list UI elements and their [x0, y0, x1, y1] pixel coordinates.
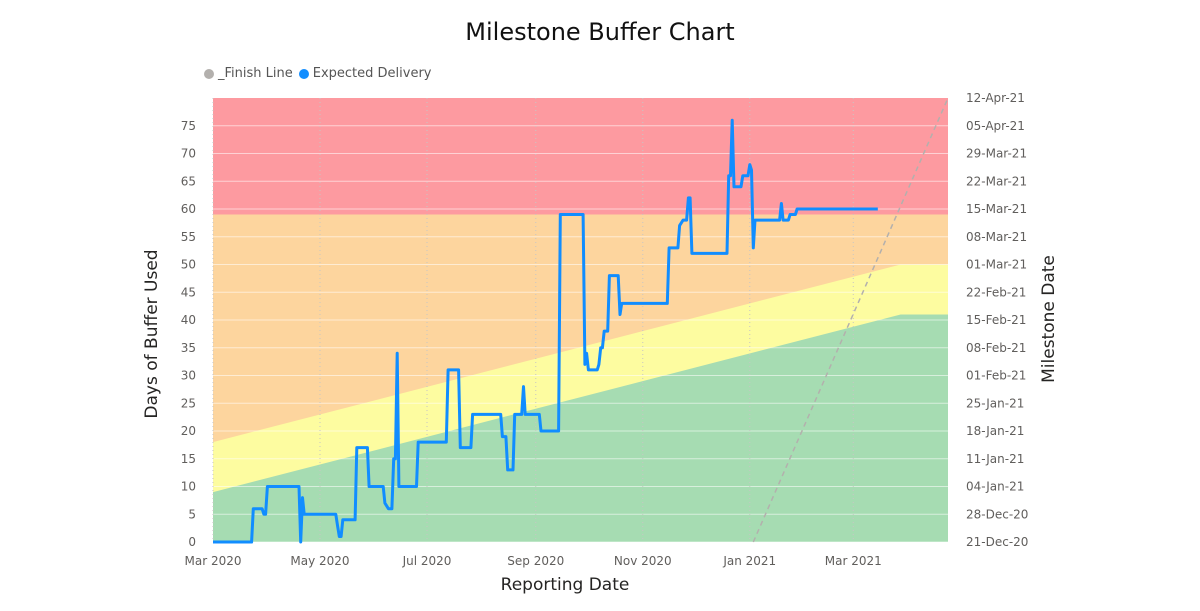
- y-tick-label: 45: [181, 285, 196, 299]
- y2-tick-label: 25-Jan-21: [966, 396, 1024, 410]
- x-tick-label: Mar 2020: [185, 554, 242, 568]
- x-tick-label: Jan 2021: [722, 554, 776, 568]
- legend-item-expected-delivery[interactable]: Expected Delivery: [298, 66, 432, 81]
- y2-tick-label: 05-Apr-21: [966, 119, 1025, 133]
- series-layer: [213, 97, 948, 544]
- y-axis-ticks: 0 5 10 15 20 25 30 35 40 45 50 55 60 65 70 75: [181, 119, 196, 549]
- y-axis-title: Days of Buffer Used: [142, 249, 162, 418]
- y-tick-label: 0: [188, 535, 196, 549]
- x-tick-label: Sep 2020: [507, 554, 564, 568]
- y2-tick-label: 22-Feb-21: [966, 285, 1026, 299]
- y2-tick-label: 01-Mar-21: [966, 258, 1027, 272]
- legend-label-expected-delivery: Expected Delivery: [312, 66, 432, 81]
- y2-tick-label: 01-Feb-21: [966, 369, 1026, 383]
- y2-tick-label: 11-Jan-21: [966, 452, 1024, 466]
- y-tick-label: 25: [181, 396, 196, 410]
- x-tick-label: May 2020: [290, 554, 349, 568]
- chart-title: Milestone Buffer Chart: [465, 18, 735, 46]
- y2-tick-label: 12-Apr-21: [966, 91, 1025, 105]
- y-tick-label: 40: [181, 313, 196, 327]
- y2-axis-ticks: 21-Dec-20 28-Dec-20 04-Jan-21 11-Jan-21 18-J…: [966, 91, 1028, 549]
- y-tick-label: 30: [181, 369, 196, 383]
- y2-axis-title: Milestone Date: [1039, 255, 1059, 383]
- y2-tick-label: 18-Jan-21: [966, 424, 1024, 438]
- x-tick-label: Nov 2020: [614, 554, 672, 568]
- zone-green: [213, 314, 948, 542]
- legend-label-finish-line: _Finish Line: [218, 66, 293, 81]
- x-tick-label: Mar 2021: [825, 554, 882, 568]
- y-tick-label: 5: [188, 507, 196, 521]
- legend-marker-finish-line: [204, 68, 214, 79]
- x-axis-ticks: Mar 2020 May 2020 Jul 2020 Sep 2020 Nov 2020…: [185, 554, 882, 568]
- y2-tick-label: 08-Feb-21: [966, 341, 1026, 355]
- y2-tick-label: 22-Mar-21: [966, 174, 1027, 188]
- legend-item-finish-line[interactable]: _Finish Line: [204, 66, 293, 81]
- y-tick-label: 70: [181, 147, 196, 161]
- y-tick-label: 55: [181, 230, 196, 244]
- y2-tick-label: 21-Dec-20: [966, 535, 1028, 549]
- y2-tick-label: 04-Jan-21: [966, 480, 1024, 494]
- y-tick-label: 15: [181, 452, 196, 466]
- y-tick-label: 60: [181, 202, 196, 216]
- y-tick-label: 35: [181, 341, 196, 355]
- y2-tick-label: 15-Feb-21: [966, 313, 1026, 327]
- legend-marker-expected-delivery: [298, 68, 309, 79]
- legend: _Finish Line Expected Delivery: [204, 66, 437, 81]
- y2-tick-label: 15-Mar-21: [966, 202, 1027, 216]
- x-tick-label: Jul 2020: [402, 554, 452, 568]
- y-tick-label: 75: [181, 119, 196, 133]
- y-tick-label: 20: [181, 424, 196, 438]
- series-line-expected-delivery[interactable]: [213, 118, 878, 544]
- y2-tick-label: 29-Mar-21: [966, 147, 1027, 161]
- y-tick-label: 65: [181, 174, 196, 188]
- y-tick-label: 10: [181, 480, 196, 494]
- y2-tick-label: 08-Mar-21: [966, 230, 1027, 244]
- gridlines: [212, 98, 948, 543]
- y-tick-label: 50: [181, 258, 196, 272]
- y2-tick-label: 28-Dec-20: [966, 507, 1028, 521]
- x-axis-title: Reporting Date: [501, 575, 630, 595]
